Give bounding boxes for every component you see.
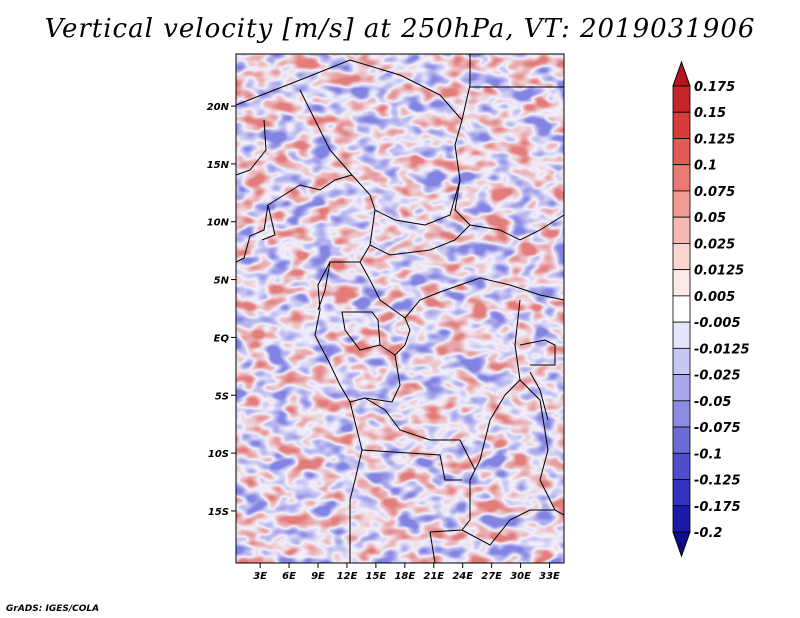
colorbar-segment bbox=[672, 505, 691, 533]
colorbar-label: 0.005 bbox=[694, 290, 735, 305]
colorbar: 0.175 0.15 0.125 0.1 0.075 0.05 0.025 0.0125 0.0… bbox=[672, 60, 750, 558]
colorbar-label: -0.025 bbox=[694, 369, 741, 384]
lon-label: 30E bbox=[510, 571, 531, 582]
colorbar-label: 0.1 bbox=[694, 159, 717, 174]
velocity-field bbox=[236, 54, 564, 563]
colorbar-label: 0.025 bbox=[694, 237, 735, 252]
colorbar-segment bbox=[672, 295, 691, 323]
colorbar-segment bbox=[672, 216, 691, 244]
colorbar-label: 0.175 bbox=[694, 80, 735, 95]
colorbar-label: -0.1 bbox=[694, 447, 722, 462]
chart-title: Vertical velocity [m/s] at 250hPa, VT: 2… bbox=[44, 14, 756, 44]
colorbar-segment bbox=[672, 452, 691, 480]
lon-label: 9E bbox=[311, 571, 325, 582]
colorbar-label: -0.0125 bbox=[694, 342, 750, 357]
lon-label: 18E bbox=[394, 571, 415, 582]
colorbar-segment bbox=[672, 111, 691, 139]
colorbar-label: 0.05 bbox=[694, 211, 726, 226]
colorbar-segment bbox=[672, 426, 691, 454]
colorbar-segment bbox=[672, 479, 691, 507]
colorbar-label: -0.2 bbox=[694, 526, 722, 541]
colorbar-label: -0.075 bbox=[694, 421, 741, 436]
lon-label: 21E bbox=[423, 571, 444, 582]
lat-label: 10S bbox=[208, 449, 229, 460]
colorbar-bottom-triangle bbox=[672, 531, 691, 558]
lat-label: EQ bbox=[214, 333, 230, 344]
colorbar-segment bbox=[672, 164, 691, 192]
colorbar-label: -0.05 bbox=[694, 395, 731, 410]
lon-label: 33E bbox=[539, 571, 560, 582]
colorbar-segment bbox=[672, 138, 691, 166]
lat-label: 15N bbox=[207, 160, 230, 171]
lat-label: 10N bbox=[207, 218, 230, 229]
colorbar-segment bbox=[672, 400, 691, 428]
colorbar-segment bbox=[672, 269, 691, 297]
latitude-axis: 20N 15N 10N 5N EQ 5S 10S 15S bbox=[207, 102, 236, 518]
lon-label: 12E bbox=[337, 571, 358, 582]
colorbar-segment bbox=[672, 321, 691, 349]
colorbar-segment bbox=[672, 243, 691, 271]
lon-label: 27E bbox=[481, 571, 502, 582]
grads-credit: GrADS: IGES/COLA bbox=[6, 604, 100, 614]
lon-label: 6E bbox=[282, 571, 296, 582]
lon-label: 3E bbox=[253, 571, 267, 582]
lon-label: 15E bbox=[366, 571, 387, 582]
colorbar-label: -0.175 bbox=[694, 500, 741, 515]
lat-label: 5N bbox=[214, 276, 230, 287]
colorbar-segment bbox=[672, 374, 691, 402]
colorbar-label: 0.15 bbox=[694, 106, 726, 121]
colorbar-label: -0.005 bbox=[694, 316, 741, 331]
lat-label: 5S bbox=[215, 391, 229, 402]
colorbar-segment bbox=[672, 347, 691, 375]
colorbar-label: -0.125 bbox=[694, 474, 741, 489]
colorbar-segment bbox=[672, 85, 691, 113]
map-frame bbox=[235, 53, 565, 564]
lat-label: 15S bbox=[208, 507, 229, 518]
lat-label: 20N bbox=[207, 102, 230, 113]
colorbar-segment bbox=[672, 190, 691, 218]
colorbar-label: 0.075 bbox=[694, 185, 735, 200]
country-boundaries bbox=[236, 54, 564, 563]
colorbar-label: 0.0125 bbox=[694, 264, 744, 279]
longitude-axis: 3E 6E 9E 12E 15E 18E 21E 24E 27E 30E 33E bbox=[253, 563, 560, 582]
lon-label: 24E bbox=[452, 571, 473, 582]
colorbar-top-triangle bbox=[672, 60, 691, 87]
colorbar-label: 0.125 bbox=[694, 132, 735, 147]
